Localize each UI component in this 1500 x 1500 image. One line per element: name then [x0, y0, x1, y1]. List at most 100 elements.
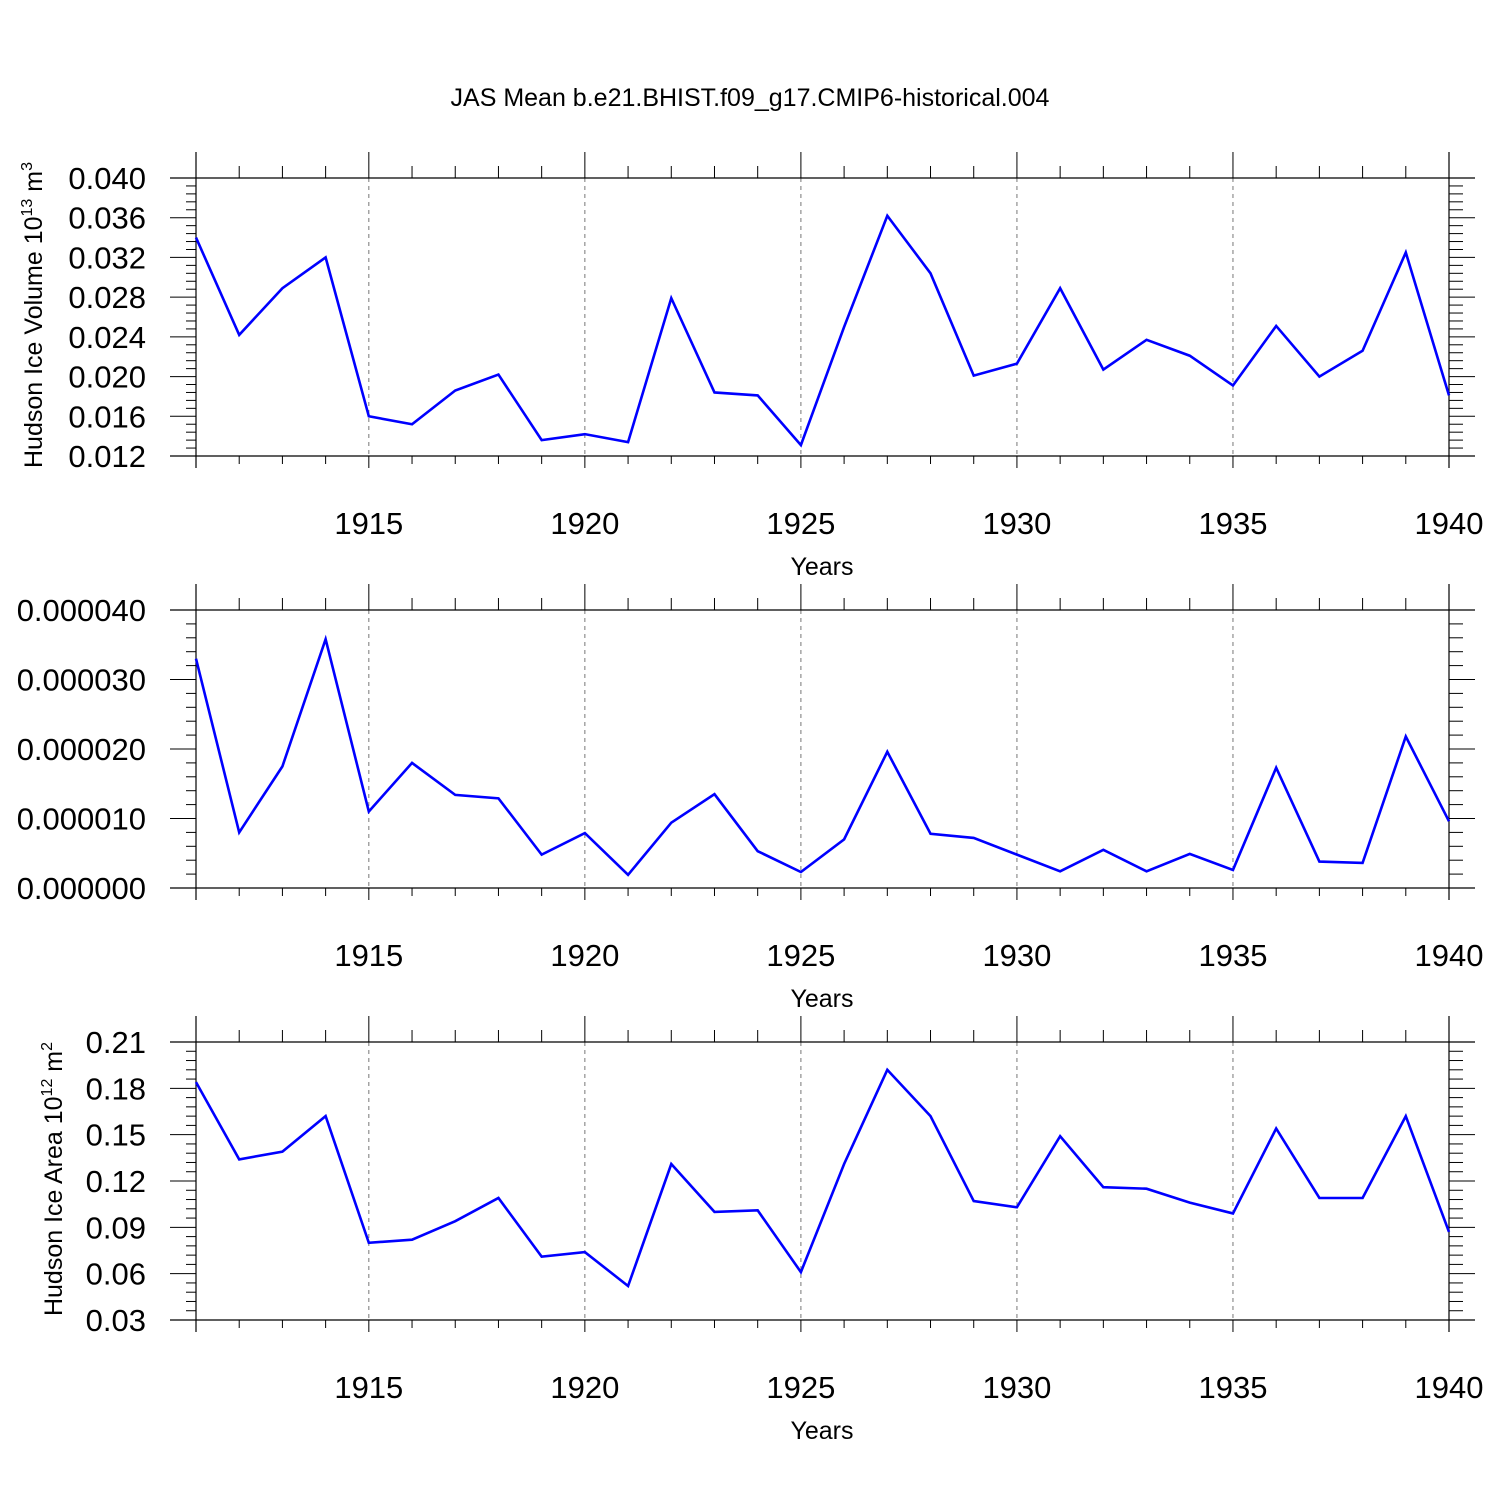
- y-tick-label: 0.024: [68, 320, 146, 355]
- data-point: [929, 832, 933, 836]
- data-point: [410, 1238, 414, 1242]
- series-line-area: [194, 1067, 1451, 1289]
- data-point: [540, 1255, 544, 1259]
- data-point: [1231, 384, 1235, 388]
- data-point: [799, 870, 803, 874]
- data-point: [1231, 1211, 1235, 1215]
- data-point: [1317, 1196, 1321, 1200]
- x-tick-label: 1915: [334, 1370, 403, 1405]
- data-point: [540, 853, 544, 857]
- y-tick-label: 0.12: [86, 1164, 146, 1199]
- data-point: [669, 296, 673, 300]
- data-point: [1274, 766, 1278, 770]
- data-point: [194, 236, 198, 240]
- data-point: [367, 810, 371, 814]
- x-axis-title: Years: [790, 1417, 853, 1445]
- data-point: [842, 837, 846, 841]
- y-axis-title-part: m: [40, 1051, 68, 1079]
- y-axis-title-part: 13: [19, 199, 36, 217]
- data-point: [367, 414, 371, 418]
- data-point: [1145, 869, 1149, 873]
- data-point: [280, 1150, 284, 1154]
- x-tick-label: 1935: [1198, 938, 1267, 973]
- data-point: [280, 286, 284, 290]
- x-tick-label: 1915: [334, 938, 403, 973]
- series-line-volume: [194, 213, 1451, 448]
- y-tick-label: 0.09: [86, 1210, 146, 1245]
- y-axis-title-part: 2: [39, 1042, 56, 1051]
- data-point: [972, 1199, 976, 1203]
- x-tick-label: 1920: [550, 938, 619, 973]
- x-tick-label: 1920: [550, 1370, 619, 1405]
- data-point: [1404, 1114, 1408, 1118]
- data-point: [410, 422, 414, 426]
- data-point: [1015, 1205, 1019, 1209]
- data-point: [1188, 354, 1192, 358]
- data-point: [1231, 868, 1235, 872]
- data-point: [1145, 338, 1149, 342]
- data-point: [496, 373, 500, 377]
- data-point: [842, 1162, 846, 1166]
- x-axis-title: Years: [790, 985, 853, 1013]
- data-point: [237, 830, 241, 834]
- y-tick-label: 0.03: [86, 1303, 146, 1338]
- data-point: [799, 1270, 803, 1274]
- data-point: [929, 1114, 933, 1118]
- x-tick-label: 1925: [766, 506, 835, 541]
- data-point: [669, 821, 673, 825]
- data-point: [324, 1114, 328, 1118]
- data-point: [626, 1284, 630, 1288]
- chart-panel-volume: 0.012 0.016 0.020 0.024 0.028 0.032 0.036 0.040…: [19, 152, 1483, 581]
- y-tick-label: 0.016: [68, 399, 146, 434]
- y-tick-label: 0.028: [68, 280, 146, 315]
- data-point: [756, 849, 760, 853]
- x-tick-label: 1930: [982, 1370, 1051, 1405]
- data-point: [453, 793, 457, 797]
- data-point: [1058, 286, 1062, 290]
- x-tick-label: 1935: [1198, 506, 1267, 541]
- y-axis-title: Hudson Ice Volume 1013 m3: [19, 162, 48, 468]
- data-point: [583, 432, 587, 436]
- data-point: [280, 764, 284, 768]
- chart-panel-area: 0.03 0.06 0.09 0.12 0.15 0.18 0.21 1915 1920 1925…: [39, 1016, 1483, 1445]
- data-point: [972, 836, 976, 840]
- data-point: [1447, 1230, 1451, 1234]
- data-point: [842, 325, 846, 329]
- y-tick-label: 0.032: [68, 240, 146, 275]
- data-point: [1317, 375, 1321, 379]
- x-tick-label: 1925: [766, 938, 835, 973]
- data-point: [1101, 848, 1105, 852]
- data-point: [1058, 1134, 1062, 1138]
- data-point: [324, 255, 328, 259]
- y-tick-label: 0.18: [86, 1071, 146, 1106]
- data-point: [1101, 1185, 1105, 1189]
- data-point: [1015, 853, 1019, 857]
- series-line-thickness: [194, 634, 1451, 877]
- data-point: [1404, 250, 1408, 254]
- x-axis-title: Years: [790, 553, 853, 581]
- data-point: [237, 1157, 241, 1161]
- data-point: [1015, 362, 1019, 366]
- data-point: [712, 1210, 716, 1214]
- y-axis-title-part: Hudson Ice Area 10: [40, 1096, 68, 1316]
- data-point: [367, 1241, 371, 1245]
- data-point: [1101, 368, 1105, 372]
- x-tick-label: 1925: [766, 1370, 835, 1405]
- x-tick-label: 1935: [1198, 1370, 1267, 1405]
- data-point: [583, 831, 587, 835]
- data-point: [237, 333, 241, 337]
- data-point: [1404, 734, 1408, 738]
- data-point: [885, 750, 889, 754]
- data-point: [1361, 349, 1365, 353]
- data-point: [712, 390, 716, 394]
- x-tick-label: 1940: [1415, 506, 1484, 541]
- data-point: [453, 388, 457, 392]
- data-point: [756, 1208, 760, 1212]
- x-tick-label: 1930: [982, 506, 1051, 541]
- data-point: [540, 438, 544, 442]
- data-point: [194, 657, 198, 661]
- data-point: [1274, 324, 1278, 328]
- y-tick-label: 0.06: [86, 1257, 146, 1292]
- x-tick-label: 1930: [982, 938, 1051, 973]
- y-axis-title: Hudson Ice Area 1012 m2: [39, 1042, 68, 1316]
